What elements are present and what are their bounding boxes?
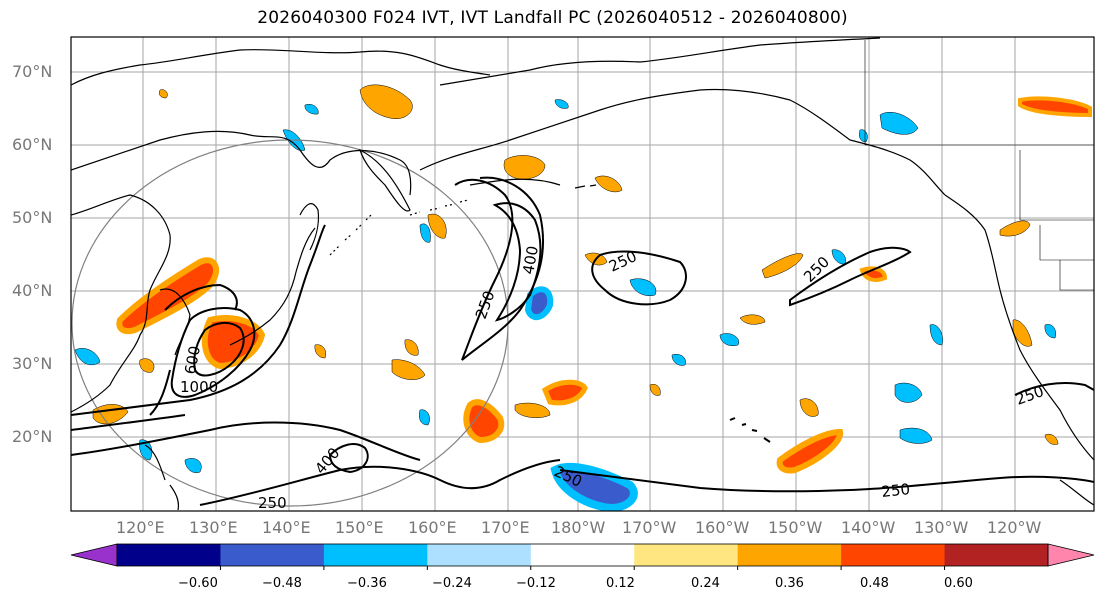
colorbar-segment [427,544,532,566]
lon-label: 150°W [768,518,823,537]
lat-label: 50°N [12,208,53,227]
contour-label: 1000 [180,378,218,396]
lon-label: 150°E [335,518,384,537]
colorbar-segment [220,544,325,566]
ivt-contours [71,176,1094,506]
colorbar-tick-label: 0.24 [691,576,720,591]
colorbar-segment [323,544,428,566]
lat-label: 70°N [12,62,53,81]
colorbar-extend-high [1047,543,1095,567]
colorbar-tick-label: −0.24 [432,576,472,591]
colorbar-segment [944,544,1049,566]
colorbar-segment [634,544,739,566]
lon-label: 130°W [914,518,969,537]
lat-label: 40°N [12,281,53,300]
lon-label: 160°E [408,518,457,537]
colorbar-segment [737,544,842,566]
colorbar-tick-label: −0.60 [178,576,218,591]
contour-label: 600 [181,344,204,375]
lon-label: 120°E [116,518,165,537]
lon-label: 120°W [987,518,1042,537]
contour-label: 400 [519,244,542,275]
colorbar-segment [117,544,221,566]
colorbar-extend-low [70,543,118,567]
colorbar-outline [116,543,1049,567]
map-background [71,37,1094,511]
lon-label: 140°W [841,518,896,537]
map-frame [70,36,1095,512]
borders [864,40,1094,291]
colorbar-segment [530,544,635,566]
colorbar-tick-label: −0.48 [262,576,302,591]
positive-anomaly-patches [92,84,1092,474]
lat-label: 20°N [12,427,53,446]
map-title: 2026040300 F024 IVT, IVT Landfall PC (20… [257,8,848,28]
colorbar-tick-label: 0.60 [944,576,973,591]
colorbar-segment [841,544,946,566]
colorbar [70,543,1095,570]
lon-label: 130°E [189,518,238,537]
colorbar-tick-label: −0.12 [516,576,556,591]
lon-label: 180°W [551,518,606,537]
lon-label: 170°W [622,518,677,537]
colorbar-tick-label: 0.36 [775,576,804,591]
colorbar-tick-label: 0.12 [606,576,635,591]
contour-label: 250 [258,494,287,512]
lon-label: 170°E [481,518,530,537]
contour-label: 250 [881,480,911,501]
lat-label: 30°N [12,354,53,373]
colorbar-tick-label: −0.36 [347,576,387,591]
negative-anomaly-patches [74,99,1056,511]
colorbar-tick-label: 0.48 [860,576,889,591]
lon-label: 140°E [262,518,311,537]
lat-label: 60°N [12,135,53,154]
lon-label: 160°W [695,518,750,537]
